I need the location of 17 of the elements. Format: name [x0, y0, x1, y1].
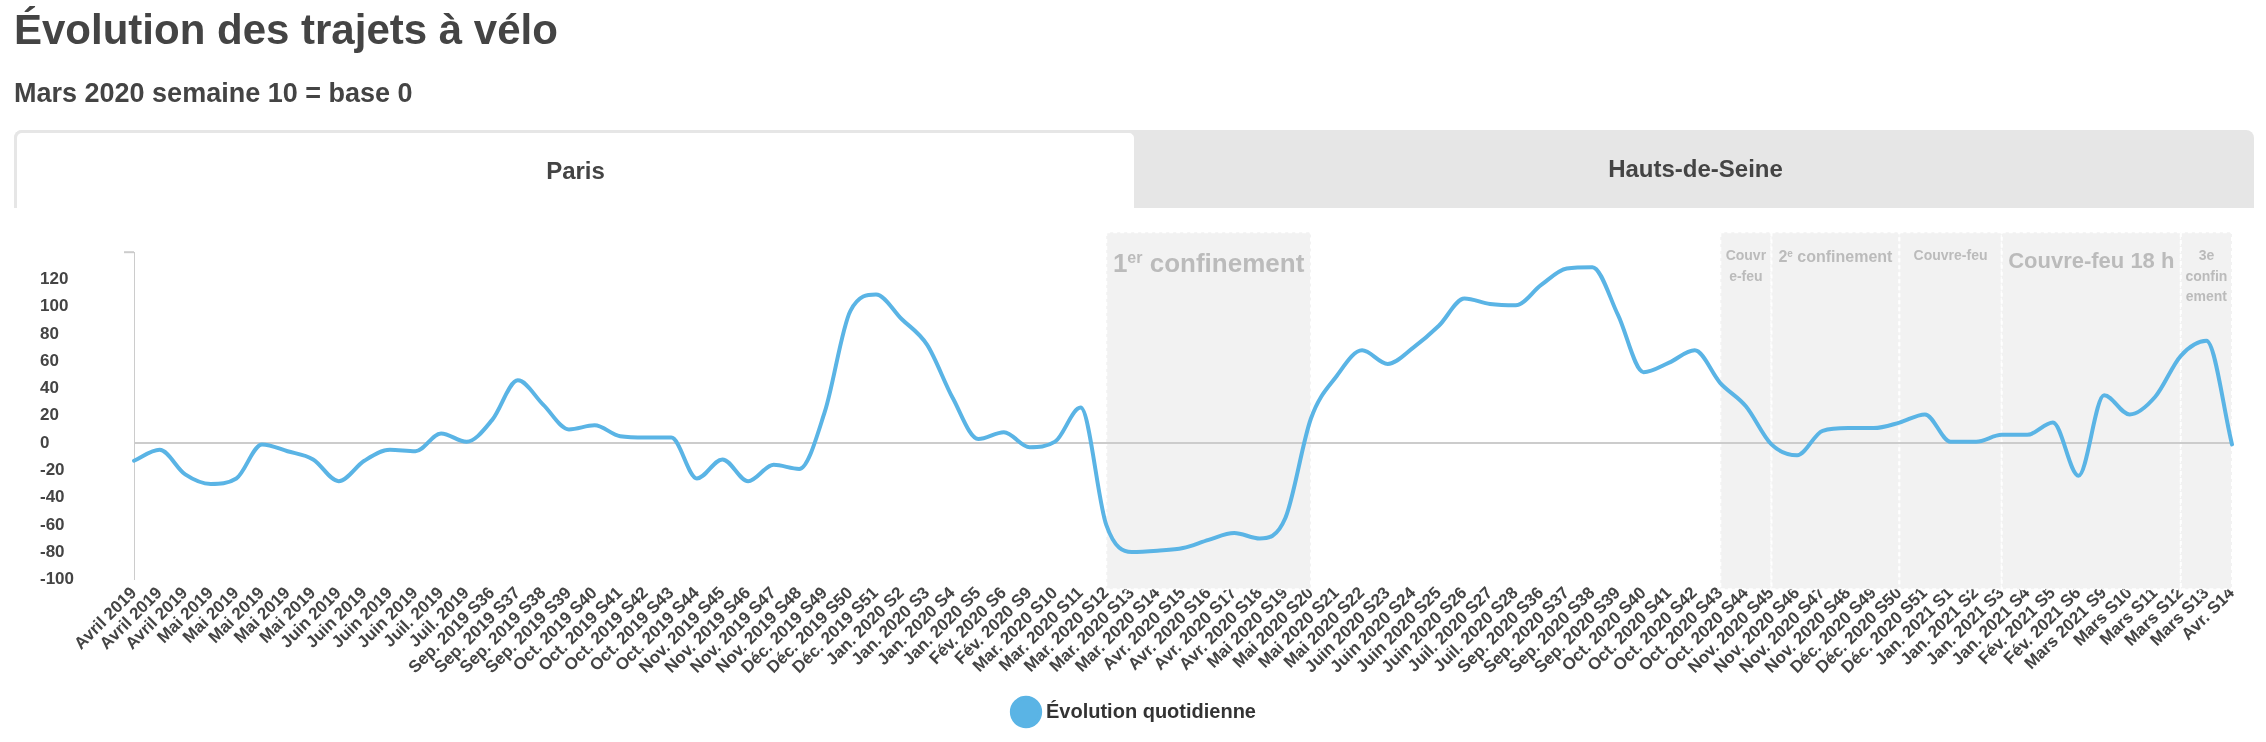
y-tick-label: 20 — [40, 405, 59, 425]
y-tick-label: 120 — [40, 269, 69, 289]
legend-label: Évolution quotidienne — [1046, 699, 1256, 722]
y-tick-label: 40 — [40, 378, 59, 398]
y-tick-label: -100 — [40, 569, 75, 589]
y-tick-label: 80 — [40, 323, 59, 343]
chart-title: Évolution des trajets à vélo — [14, 6, 558, 54]
chart-subtitle: Mars 2020 semaine 10 = base 0 — [14, 78, 413, 109]
y-tick-label: -60 — [40, 514, 65, 534]
text: Hauts-de-Seine — [1607, 154, 1784, 184]
y-tick-label: 60 — [40, 350, 59, 370]
y-tick-label: 100 — [40, 296, 69, 316]
y-tick-label: 0 — [40, 432, 50, 452]
y-tick-label: -80 — [40, 541, 65, 561]
y-tick-label: -20 — [40, 460, 65, 479]
y-tick-label: -40 — [40, 487, 65, 507]
text: Paris — [14, 130, 1137, 208]
